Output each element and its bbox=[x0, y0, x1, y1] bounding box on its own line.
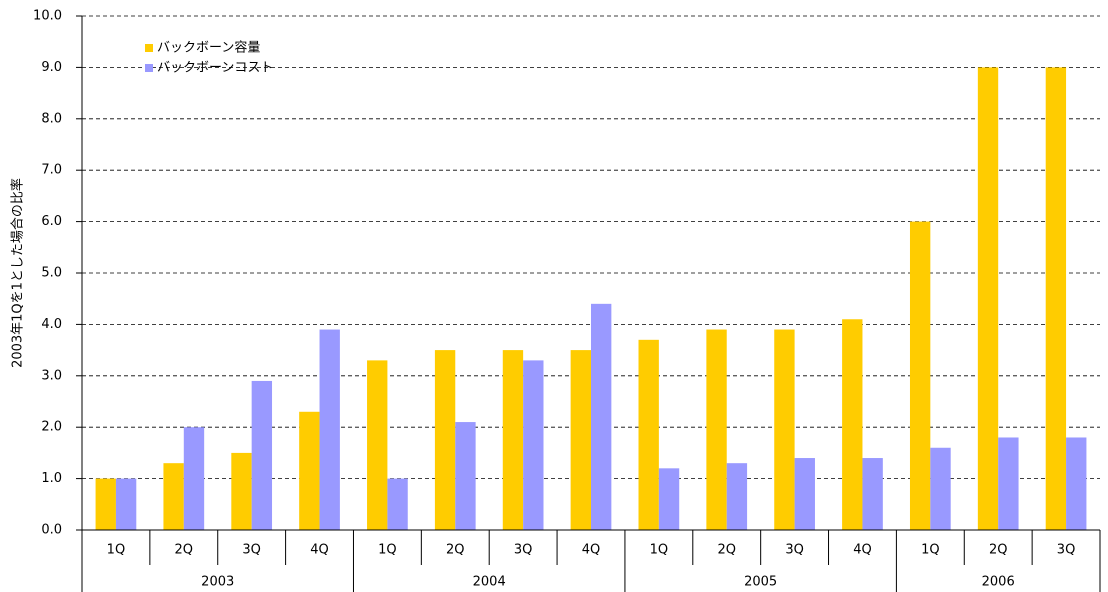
y-tick-label: 2.0 bbox=[41, 420, 62, 435]
bar bbox=[95, 478, 116, 530]
x-tick-label: 1Q bbox=[650, 543, 669, 558]
bar bbox=[591, 303, 612, 530]
y-axis-label: 2003年1Qを1とした場合の比率 bbox=[10, 178, 26, 368]
x-tick-label: 4Q bbox=[310, 543, 329, 558]
x-tick-label: 4Q bbox=[582, 543, 601, 558]
bar bbox=[434, 350, 456, 530]
x-tick-label: 1Q bbox=[378, 543, 397, 558]
x-tick-label: 2Q bbox=[175, 543, 194, 558]
y-tick-label: 6.0 bbox=[41, 214, 62, 229]
group-label: 2005 bbox=[744, 575, 777, 590]
y-tick-label: 8.0 bbox=[41, 111, 62, 126]
legend-swatch bbox=[145, 44, 153, 52]
y-tick-label: 1.0 bbox=[41, 471, 62, 486]
bar bbox=[774, 329, 795, 530]
bar bbox=[638, 339, 659, 530]
bar bbox=[977, 67, 999, 531]
x-tick-label: 2Q bbox=[717, 543, 736, 558]
bar bbox=[909, 221, 931, 530]
y-tick-label: 3.0 bbox=[41, 368, 62, 383]
y-tick-label: 5.0 bbox=[41, 266, 62, 281]
x-tick-label: 4Q bbox=[853, 543, 872, 558]
x-tick-label: 1Q bbox=[921, 543, 940, 558]
bar bbox=[930, 447, 951, 530]
x-tick-label: 1Q bbox=[107, 543, 126, 558]
group-label: 2006 bbox=[982, 575, 1015, 590]
bar bbox=[523, 360, 544, 530]
bar bbox=[115, 478, 137, 530]
x-tick-label: 2Q bbox=[446, 543, 465, 558]
bar bbox=[1045, 67, 1067, 531]
bar bbox=[658, 468, 680, 530]
y-tick-label: 7.0 bbox=[41, 163, 62, 178]
x-tick-label: 3Q bbox=[1057, 543, 1076, 558]
bar bbox=[794, 458, 815, 530]
bar bbox=[387, 478, 408, 530]
y-tick-label: 0.0 bbox=[41, 523, 62, 538]
x-tick-label: 2Q bbox=[989, 543, 1008, 558]
bar bbox=[367, 360, 388, 530]
legend-label: バックボーン容量 bbox=[157, 40, 260, 56]
group-label: 2003 bbox=[201, 575, 234, 590]
x-tick-label: 3Q bbox=[242, 543, 261, 558]
bar bbox=[163, 463, 184, 530]
legend-label: バックボーンコスト bbox=[157, 61, 273, 76]
y-tick-label: 4.0 bbox=[41, 317, 62, 332]
x-tick-label: 3Q bbox=[785, 543, 804, 558]
bar bbox=[998, 437, 1019, 530]
bar bbox=[299, 411, 320, 530]
bar bbox=[1066, 437, 1087, 530]
bar bbox=[570, 350, 591, 530]
bar bbox=[862, 458, 883, 530]
bar bbox=[706, 329, 727, 530]
bar bbox=[842, 319, 863, 530]
bar bbox=[502, 350, 524, 530]
group-label: 2004 bbox=[473, 575, 506, 590]
bar bbox=[183, 427, 205, 530]
y-tick-label: 9.0 bbox=[41, 60, 62, 75]
bar bbox=[251, 380, 273, 530]
x-tick-label: 3Q bbox=[514, 543, 533, 558]
bar bbox=[231, 452, 252, 530]
y-tick-label: 10.0 bbox=[33, 9, 62, 24]
legend-swatch bbox=[145, 64, 153, 72]
bar bbox=[319, 329, 340, 530]
bar bbox=[726, 463, 748, 530]
bar bbox=[455, 422, 476, 530]
